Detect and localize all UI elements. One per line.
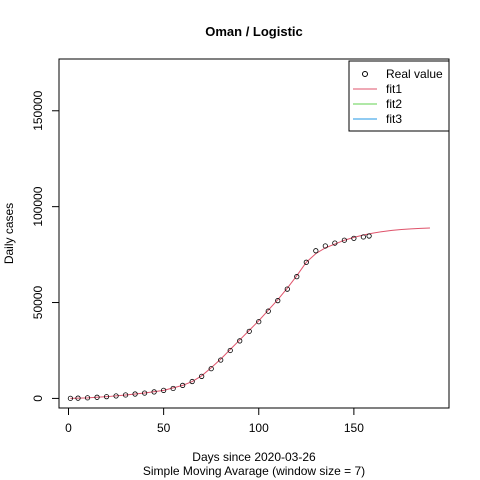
- x-tick-label: 0: [65, 421, 72, 435]
- real-value-point: [142, 390, 148, 396]
- real-value-point: [322, 243, 328, 249]
- real-value-point: [75, 395, 81, 401]
- real-value-point: [151, 389, 157, 395]
- real-value-point: [265, 308, 271, 314]
- y-axis: 0 50000 100000 150000: [31, 90, 60, 402]
- real-value-point: [303, 259, 309, 265]
- real-value-point: [170, 385, 176, 392]
- real-value-point: [366, 233, 372, 239]
- fit1-line: [70, 227, 430, 399]
- x-tick-label: 100: [249, 421, 269, 435]
- x-axis-title: Days since 2020-03-26: [192, 450, 316, 464]
- y-tick-label: 100000: [31, 186, 45, 226]
- real-value-point: [208, 366, 214, 372]
- real-value-point: [161, 387, 167, 393]
- real-value-point: [199, 373, 205, 379]
- real-value-point: [313, 248, 319, 254]
- real-value-points: [67, 233, 372, 401]
- real-value-point: [94, 394, 100, 400]
- real-value-point: [189, 378, 195, 385]
- real-value-point: [218, 357, 224, 363]
- real-value-point: [246, 328, 252, 334]
- real-value-point: [84, 395, 91, 401]
- x-axis-subtitle: Simple Moving Avarage (window size = 7): [143, 464, 365, 478]
- real-value-point: [180, 382, 186, 388]
- x-tick-label: 50: [157, 421, 171, 435]
- real-value-point: [275, 298, 281, 304]
- legend-label: fit2: [386, 97, 402, 111]
- real-value-point: [113, 393, 119, 399]
- real-value-point: [294, 274, 300, 280]
- real-value-point: [132, 391, 138, 397]
- y-tick-label: 150000: [31, 90, 45, 130]
- y-axis-title: Daily cases: [2, 203, 16, 264]
- real-value-point: [351, 235, 357, 241]
- chart-title: Oman / Logistic: [205, 24, 303, 39]
- fit-lines: [70, 227, 430, 399]
- x-axis: 0 50 100 150: [65, 407, 364, 435]
- legend-label: Real value: [386, 67, 443, 81]
- real-value-point: [237, 338, 243, 344]
- y-tick-label: 0: [31, 395, 45, 402]
- legend-label: fit1: [386, 82, 402, 96]
- legend-marker-circle: [362, 71, 368, 77]
- real-value-point: [227, 347, 233, 354]
- real-value-point: [360, 234, 366, 240]
- real-value-point: [332, 240, 338, 246]
- real-value-point: [256, 319, 262, 325]
- real-value-point: [67, 395, 74, 401]
- real-value-point: [122, 392, 129, 398]
- y-tick-label: 50000: [31, 286, 45, 320]
- legend-label: fit3: [386, 112, 402, 126]
- real-value-point: [341, 237, 347, 243]
- x-tick-label: 150: [344, 421, 364, 435]
- real-value-point: [103, 394, 110, 400]
- real-value-point: [284, 286, 290, 292]
